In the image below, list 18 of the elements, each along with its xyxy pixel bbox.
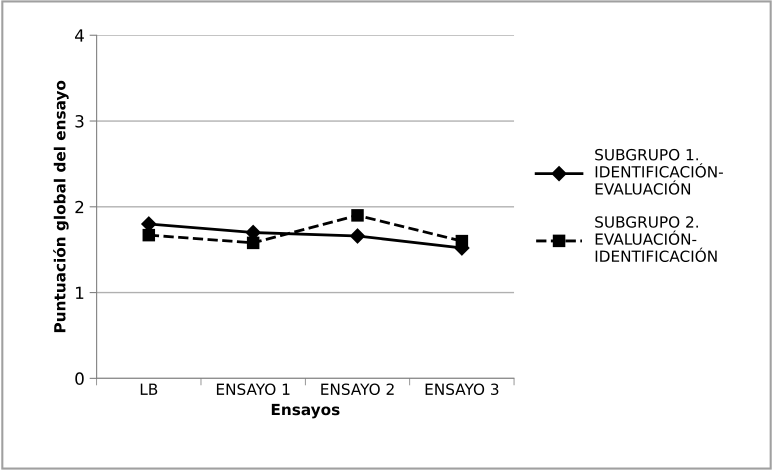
point (142, 228, 156, 242)
x-tick-label: LB (140, 384, 158, 395)
y-tick-label: 3 (75, 114, 84, 128)
x-tick-label: ENSAYO 2 (321, 383, 394, 396)
y-axis-title: Puntuación global del ensayo (53, 80, 69, 332)
legend-label: SUBGRUPO 2. EVALUACIÓN- IDENTIFICACIÓN (595, 216, 717, 262)
point (456, 234, 468, 248)
x-axis-title: Ensayos (272, 404, 340, 418)
x-tick-label: ENSAYO 3 (426, 383, 498, 396)
y-tick-label: 0 (75, 372, 84, 385)
point (246, 236, 260, 250)
y-tick-label: 2 (75, 200, 84, 214)
y-tick-label: 1 (76, 286, 84, 299)
x-tick-label: ENSAYO 1 (216, 383, 290, 396)
legend-label: SUBGRUPO 1. IDENTIFICACIÓN- EVALUACIÓN (595, 148, 723, 195)
point (350, 228, 366, 244)
y-tick-label: 4 (75, 29, 84, 42)
point (351, 209, 364, 222)
